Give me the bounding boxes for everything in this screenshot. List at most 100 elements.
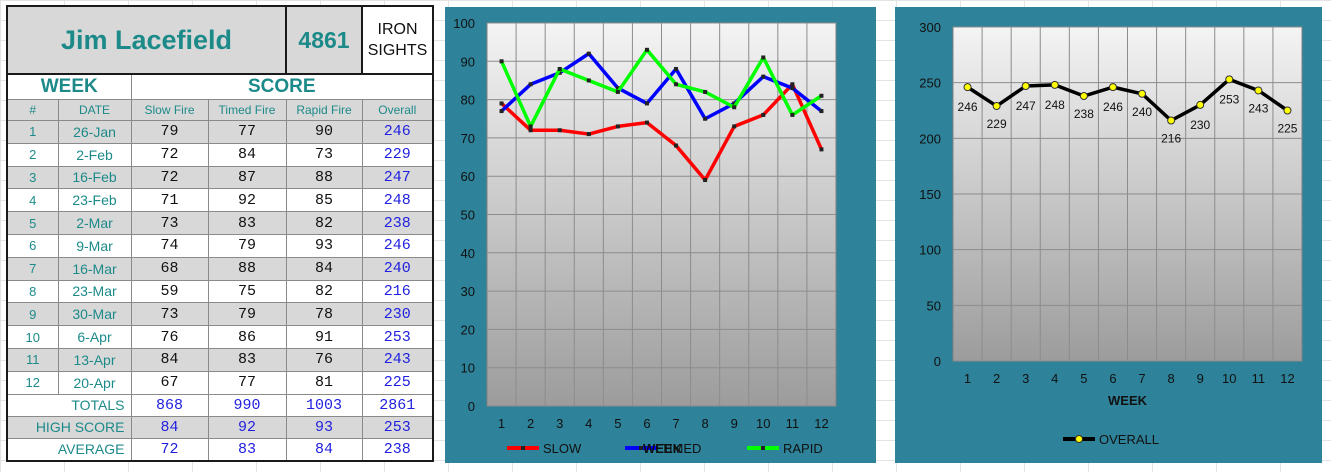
y-tick-label: 60	[461, 169, 475, 184]
slow-fire-score: 74	[130, 233, 209, 258]
data-point	[528, 82, 533, 87]
data-label: 246	[1103, 100, 1123, 114]
data-point	[615, 86, 620, 91]
timed-fire-score: 83	[207, 211, 287, 235]
x-tick-label: 1	[964, 371, 971, 386]
summary-slow: 84	[130, 415, 209, 439]
week-date: 2-Feb	[57, 142, 132, 167]
week-date: 6-Apr	[57, 325, 132, 349]
data-point	[674, 66, 679, 71]
data-label: 216	[1161, 132, 1181, 146]
slow-fire-score: 73	[130, 211, 209, 235]
x-tick-label: 8	[702, 416, 709, 431]
rapid-fire-score: 81	[285, 370, 363, 395]
slow-fire-score: 59	[130, 279, 209, 304]
summary-timed: 990	[207, 393, 287, 417]
x-tick-label: 6	[643, 416, 650, 431]
data-point	[615, 124, 620, 129]
data-point	[963, 83, 972, 92]
week-date: 30-Mar	[57, 302, 132, 327]
col-header-rapid: Rapid Fire	[285, 99, 363, 121]
data-point	[644, 101, 649, 106]
summary-label: AVERAGE	[6, 437, 132, 462]
data-point	[1225, 75, 1234, 84]
rapid-fire-score: 73	[285, 142, 363, 167]
col-header-slow: Slow Fire	[130, 99, 209, 121]
legend-label-timed: TIMED	[661, 441, 701, 456]
slow-fire-score: 72	[130, 165, 209, 190]
summary-row: TOTALS 868 990 1003 2861	[6, 393, 434, 417]
data-point	[703, 116, 708, 121]
overall-score: 216	[361, 279, 434, 304]
rapid-fire-score: 93	[285, 233, 363, 258]
data-point	[586, 51, 591, 56]
overall-score: 247	[361, 165, 434, 190]
overall-score: 243	[361, 347, 434, 372]
y-tick-label: 300	[919, 20, 941, 35]
data-point	[790, 82, 795, 87]
table-row: 3 16-Feb 72 87 88 247	[6, 165, 434, 190]
timed-fire-score: 77	[207, 120, 287, 144]
data-point	[992, 102, 1001, 111]
table-row: 1 26-Jan 79 77 90 246	[6, 120, 434, 144]
rapid-fire-score: 82	[285, 211, 363, 235]
data-point	[586, 78, 591, 83]
x-tick-label: 4	[585, 416, 592, 431]
data-point	[644, 120, 649, 125]
data-point	[1079, 92, 1088, 101]
x-tick-label: 3	[1022, 371, 1029, 386]
x-tick-label: 12	[1280, 371, 1294, 386]
data-point	[761, 55, 766, 60]
week-section-header: WEEK	[6, 73, 132, 100]
overall-score: 253	[361, 325, 434, 349]
table-row: 10 6-Apr 76 86 91 253	[6, 325, 434, 349]
legend-label-rapid: RAPID	[783, 441, 823, 456]
shooter-id: 4861	[285, 5, 363, 75]
y-tick-label: 0	[934, 354, 941, 369]
y-tick-label: 80	[461, 93, 475, 108]
overall-score: 238	[361, 211, 434, 235]
summary-row: HIGH SCORE 84 92 93 253	[6, 415, 434, 439]
score-table: Jim Lacefield 4861 IRON SIGHTS WEEK SCOR…	[6, 5, 435, 462]
y-tick-label: 250	[919, 76, 941, 91]
week-number: 2	[6, 142, 59, 167]
data-point	[528, 128, 533, 133]
week-number: 9	[6, 302, 59, 327]
timed-fire-score: 79	[207, 233, 287, 258]
x-tick-label: 7	[672, 416, 679, 431]
overall-score: 240	[361, 256, 434, 281]
data-point	[586, 132, 591, 137]
data-point	[732, 105, 737, 110]
y-tick-label: 40	[461, 246, 475, 261]
data-label: 230	[1190, 118, 1210, 132]
table-row: 4 23-Feb 71 92 85 248	[6, 188, 434, 213]
data-point	[732, 101, 737, 106]
data-point	[674, 143, 679, 148]
overall-score: 230	[361, 302, 434, 327]
data-point	[732, 124, 737, 129]
data-point	[499, 59, 504, 64]
data-point	[644, 47, 649, 52]
table-row: 12 20-Apr 67 77 81 225	[6, 370, 434, 395]
table-row: 5 2-Mar 73 83 82 238	[6, 211, 434, 235]
week-number: 4	[6, 188, 59, 213]
data-label: 225	[1277, 122, 1297, 136]
legend-marker	[761, 446, 765, 450]
data-point	[499, 101, 504, 106]
data-point	[615, 89, 620, 94]
data-point	[761, 74, 766, 79]
week-number: 11	[6, 347, 59, 372]
summary-timed: 92	[207, 415, 287, 439]
summary-overall: 253	[361, 415, 434, 439]
week-date: 26-Jan	[57, 120, 132, 144]
data-point	[557, 128, 562, 133]
timed-fire-score: 79	[207, 302, 287, 327]
legend-label-slow: SLOW	[543, 441, 582, 456]
week-date: 2-Mar	[57, 211, 132, 235]
data-label: 248	[1045, 98, 1065, 112]
shooter-name: Jim Lacefield	[6, 5, 287, 75]
rapid-fire-score: 76	[285, 347, 363, 372]
x-tick-label: 1	[498, 416, 505, 431]
data-point	[819, 93, 824, 98]
table-row: 2 2-Feb 72 84 73 229	[6, 142, 434, 167]
